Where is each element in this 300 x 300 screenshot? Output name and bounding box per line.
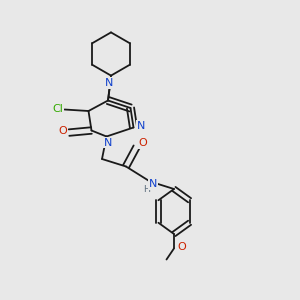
Text: N: N xyxy=(104,137,112,148)
Text: N: N xyxy=(149,179,157,189)
Text: N: N xyxy=(105,78,114,88)
Text: Cl: Cl xyxy=(52,104,63,115)
Text: O: O xyxy=(138,138,147,148)
Text: N: N xyxy=(137,121,145,131)
Text: O: O xyxy=(58,126,67,136)
Text: H: H xyxy=(143,184,151,194)
Text: O: O xyxy=(177,242,186,252)
